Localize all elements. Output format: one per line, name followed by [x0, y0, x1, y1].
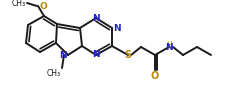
Text: N: N [92, 13, 100, 22]
Text: O: O [151, 71, 159, 81]
Text: S: S [124, 50, 132, 60]
Text: N: N [59, 51, 67, 59]
Text: N: N [113, 24, 121, 33]
Text: N: N [165, 42, 173, 51]
Text: CH₃: CH₃ [47, 69, 61, 78]
Text: O: O [39, 1, 47, 10]
Text: CH₃: CH₃ [12, 0, 26, 7]
Text: N: N [92, 50, 100, 59]
Text: H: H [166, 41, 172, 50]
